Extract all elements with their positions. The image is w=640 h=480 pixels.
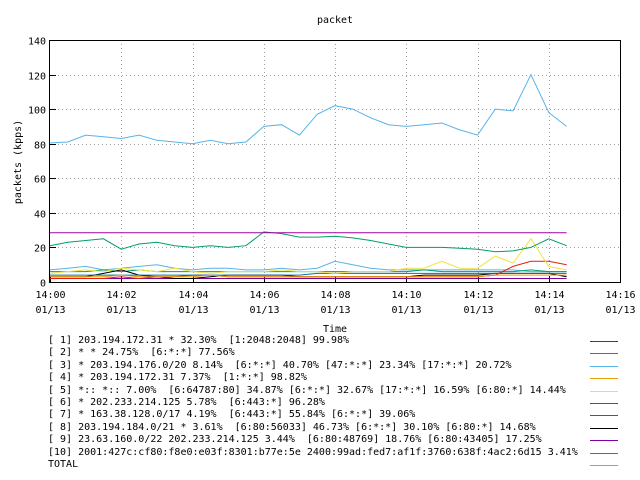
legend-swatch [590, 390, 618, 392]
y-tick-label: 100 [28, 106, 46, 117]
legend-entry: [ 9] 23.63.160.0/22 202.233.214.125 3.44… [48, 434, 542, 446]
legend-entry: [ 2] * * 24.75% [6:*:*] 77.56% [48, 347, 235, 359]
legend-entry: [ 5] *:: *:: 7.00% [6:64787:80] 34.87% [… [48, 384, 566, 396]
series-lines [49, 73, 567, 280]
x-tick-label-date: 01/13 [320, 305, 350, 316]
y-tick-label: 80 [34, 141, 46, 152]
y-tick-label: 60 [34, 175, 46, 186]
legend-entry: [ 3] * 203.194.176.0/20 8.14% [6:*:*] 40… [48, 359, 512, 371]
x-tick-label-time: 14:10 [391, 290, 421, 301]
x-tick-label-time: 14:08 [320, 290, 350, 301]
legend-swatch [590, 452, 618, 454]
legend-swatch [590, 440, 618, 442]
x-tick-label-date: 01/13 [605, 305, 635, 316]
x-tick-label-time: 14:02 [106, 290, 136, 301]
legend-entry: [ 1] 203.194.172.31 * 32.30% [1:2048:204… [48, 335, 350, 346]
legend-swatch [590, 465, 618, 466]
legend-swatch [590, 341, 618, 342]
series-line-3 [49, 73, 567, 145]
x-tick-label-date: 01/13 [534, 305, 564, 316]
x-tick-label-date: 01/13 [35, 305, 65, 316]
x-tick-label-time: 14:16 [605, 290, 635, 301]
legend-entry: [ 4] * 203.194.172.31 7.37% [1:*:*] 98.8… [48, 372, 307, 384]
x-tick-label-date: 01/13 [463, 305, 493, 316]
legend-entry: [ 7] * 163.38.128.0/17 4.19% [6:443:*] 5… [48, 409, 416, 421]
x-tick-label-date: 01/13 [106, 305, 136, 316]
legend-entry: [ 6] * 202.233.214.125 5.78% [6:443:*] 9… [48, 397, 325, 408]
x-tick-label-time: 14:12 [463, 290, 493, 301]
legend-swatch [590, 378, 618, 380]
series-line-2 [49, 231, 567, 253]
x-tick-label-date: 01/13 [391, 305, 421, 316]
y-tick-label: 40 [34, 210, 46, 221]
x-tick-label-time: 14:06 [249, 290, 279, 301]
y-axis: 0 20 40 60 80 100 120 140 [28, 37, 56, 290]
legend-swatch [590, 365, 618, 367]
legend-entry: [ 8] 203.194.184.0/21 * 3.61% [6:80:5603… [48, 421, 536, 433]
legend-swatch [590, 353, 618, 355]
y-tick-label: 0 [40, 279, 46, 290]
x-tick-label-time: 14:04 [178, 290, 208, 301]
x-tick-label-time: 14:00 [35, 290, 65, 301]
legend-swatch [590, 403, 618, 404]
y-tick-label: 20 [34, 244, 46, 255]
legend-entry: TOTAL [48, 459, 79, 470]
chart-grid [50, 40, 620, 282]
series-line-5 [49, 237, 567, 274]
x-axis-label: Time [323, 324, 347, 335]
x-tick-label-time: 14:14 [534, 290, 564, 301]
y-tick-label: 120 [28, 72, 46, 83]
legend-swatch [590, 427, 618, 429]
series-line-6 [50, 272, 567, 276]
series-line-11 [49, 260, 567, 273]
y-tick-label: 140 [28, 37, 46, 48]
legend-entry: [10] 2001:427c:cf80:f8e0:e03f:8301:b77e:… [48, 446, 578, 458]
plot-frame [49, 40, 621, 283]
legend-swatch [590, 415, 618, 417]
y-axis-label: packets (kpps) [13, 120, 24, 204]
x-tick-label-date: 01/13 [249, 305, 279, 316]
chart-title: packet [317, 15, 353, 26]
x-tick-label-date: 01/13 [178, 305, 208, 316]
series-line-4 [50, 274, 567, 278]
